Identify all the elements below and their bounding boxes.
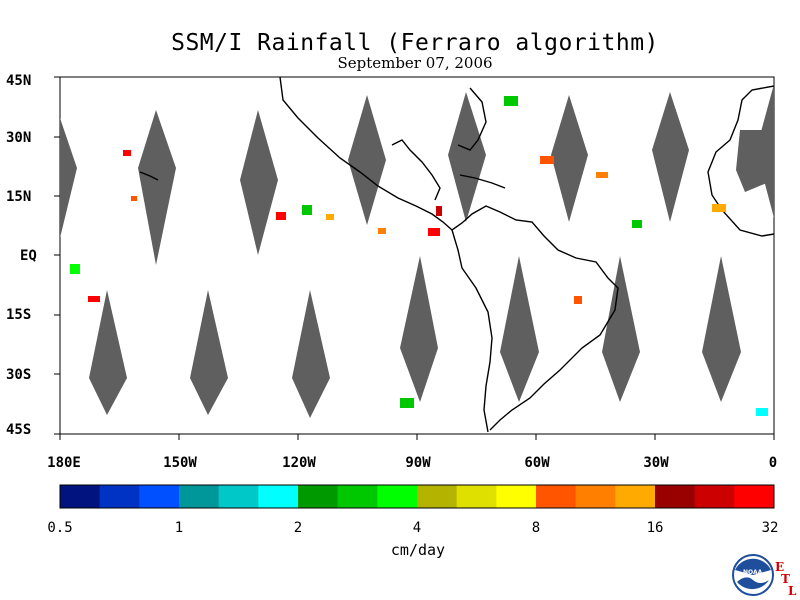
colorbar-swatch	[218, 485, 259, 508]
gulf-of-mexico-coast	[391, 139, 441, 201]
lat-label-45n: 45N	[6, 73, 32, 89]
north-america-east-coast	[457, 87, 487, 151]
swath-gap	[602, 256, 640, 402]
swath-gaps	[60, 84, 774, 418]
colorbar-swatch	[99, 485, 140, 508]
swath-gap	[400, 256, 438, 402]
noaa-logo-text: NOAA	[743, 569, 763, 576]
rain-patch	[712, 204, 726, 212]
lon-label-120w: 120W	[282, 455, 316, 471]
lon-label-180e: 180E	[47, 455, 81, 471]
hawaii-islands	[139, 171, 159, 181]
rain-patch	[70, 264, 80, 274]
lon-label-30w: 30W	[643, 455, 669, 471]
colorbar-swatch	[377, 485, 418, 508]
coastlines	[139, 76, 775, 433]
swath-gap	[240, 110, 278, 255]
colorbar-swatch	[536, 485, 576, 508]
colorbar-label: 32	[761, 520, 779, 536]
colorbar-frame	[59, 484, 775, 509]
colorbar-swatch	[417, 485, 457, 508]
colorbar-swatch	[456, 485, 497, 508]
americas-west-coast	[279, 76, 619, 431]
swath-gap	[652, 92, 689, 222]
colorbar-swatch	[139, 485, 180, 508]
colorbar-swatch	[179, 485, 219, 508]
swath-gap	[89, 290, 127, 415]
rain-patch	[428, 228, 440, 236]
lon-label-0: 0	[768, 455, 778, 471]
lon-label-150w: 150W	[163, 455, 197, 471]
rain-patch	[326, 214, 334, 220]
rain-patch	[574, 296, 582, 304]
colorbar-swatch	[60, 485, 100, 508]
swath-gap	[348, 95, 386, 225]
lat-label-15n: 15N	[6, 189, 32, 205]
swath-gap	[551, 95, 588, 222]
colorbar-swatch	[298, 485, 338, 508]
lat-label-eq: EQ	[20, 248, 37, 264]
etl-letter-l: L	[788, 584, 797, 598]
colorbar-label: 1	[174, 520, 184, 536]
noaa-logo	[732, 554, 774, 596]
colorbar-swatch	[496, 485, 537, 508]
colorbar-swatch	[734, 485, 775, 508]
rain-patch	[131, 196, 137, 201]
rain-patch	[632, 220, 642, 228]
swath-gap	[292, 290, 330, 418]
colorbar-swatch	[615, 485, 656, 508]
etl-letter-t: T	[781, 572, 790, 586]
colorbar-swatch	[655, 485, 695, 508]
rain-patch	[504, 96, 518, 106]
swath-gap	[60, 118, 77, 238]
etl-letter-e: E	[775, 560, 785, 574]
caribbean-islands	[459, 174, 506, 189]
colorbar	[60, 485, 775, 508]
colorbar-label: 8	[531, 520, 541, 536]
south-america-west-coast	[451, 229, 493, 433]
colorbar-swatch	[575, 485, 616, 508]
swath-gap	[702, 256, 741, 402]
colorbar-swatch	[258, 485, 299, 508]
swath-gap	[138, 110, 176, 265]
rain-patches	[70, 96, 768, 416]
rain-patch	[400, 398, 414, 408]
rain-patch	[378, 228, 386, 234]
rain-patch	[436, 206, 442, 216]
axis-ticks	[54, 76, 775, 440]
rain-patch	[540, 156, 554, 164]
rain-patch	[276, 212, 286, 220]
swath-gap	[190, 290, 228, 415]
lon-label-60w: 60W	[524, 455, 550, 471]
lon-label-90w: 90W	[405, 455, 431, 471]
colorbar-units: cm/day	[390, 541, 446, 559]
rain-patch	[302, 205, 312, 215]
colorbar-swatch	[694, 485, 735, 508]
colorbar-label: 16	[646, 520, 664, 536]
swath-gap	[448, 92, 486, 222]
colorbar-swatch	[337, 485, 378, 508]
colorbar-label: 4	[412, 520, 422, 536]
rain-patch	[756, 408, 768, 416]
colorbar-label: 2	[293, 520, 303, 536]
map-subtitle: September 07, 2006	[337, 54, 493, 72]
lat-label-30s: 30S	[6, 367, 32, 383]
africa-europe-coast	[707, 85, 775, 237]
swath-gap	[736, 130, 774, 192]
lat-label-45s: 45S	[6, 422, 32, 438]
map-title: SSM/I Rainfall (Ferraro algorithm)	[171, 30, 659, 56]
swath-gap	[500, 256, 539, 402]
lat-label-30n: 30N	[6, 130, 32, 146]
rain-patch	[596, 172, 608, 178]
colorbar-label: 0.5	[47, 520, 73, 536]
rain-patch	[88, 296, 100, 302]
rain-patch	[123, 150, 131, 156]
lat-label-15s: 15S	[6, 307, 32, 323]
